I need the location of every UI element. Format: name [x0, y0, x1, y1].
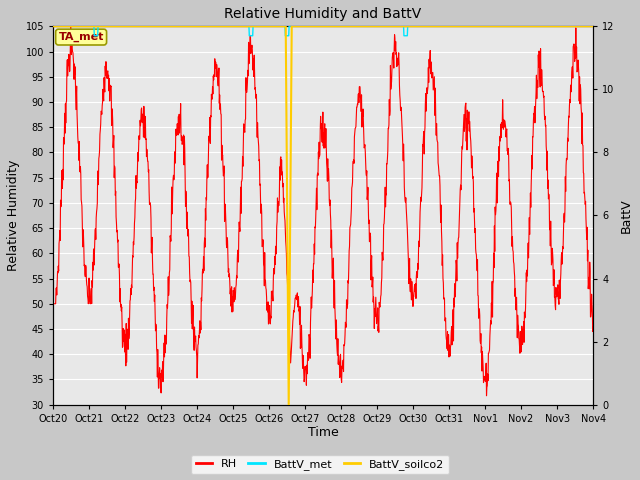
- X-axis label: Time: Time: [308, 426, 339, 440]
- Title: Relative Humidity and BattV: Relative Humidity and BattV: [225, 7, 422, 21]
- Y-axis label: BattV: BattV: [620, 198, 633, 233]
- Legend: RH, BattV_met, BattV_soilco2: RH, BattV_met, BattV_soilco2: [191, 455, 449, 474]
- Y-axis label: Relative Humidity: Relative Humidity: [7, 160, 20, 271]
- Text: TA_met: TA_met: [58, 32, 104, 42]
